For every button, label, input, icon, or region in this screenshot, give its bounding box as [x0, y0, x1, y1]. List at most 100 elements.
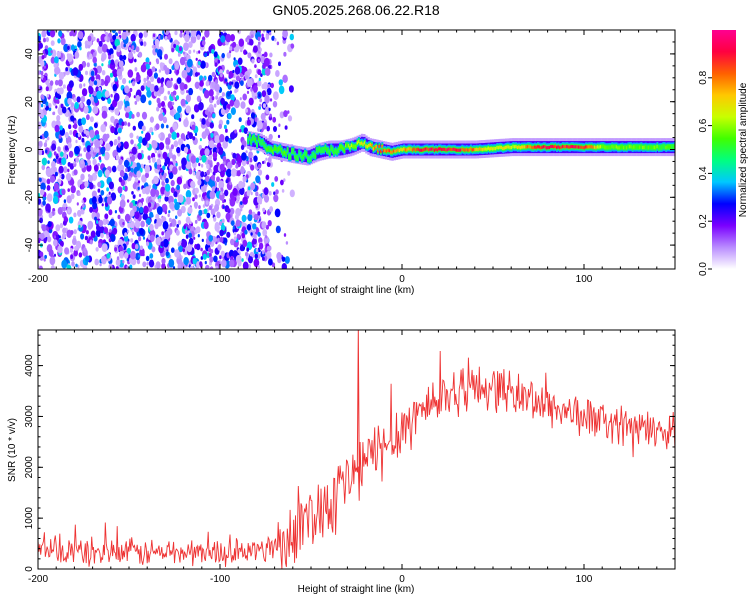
noise-blob — [111, 165, 117, 173]
noise-blob — [119, 218, 126, 228]
noise-blob — [261, 250, 265, 255]
spectrogram-ytick-label: -20 — [24, 190, 35, 205]
noise-blob — [156, 49, 163, 58]
noise-blob — [226, 168, 232, 178]
noise-blob — [198, 101, 204, 111]
noise-blob — [174, 30, 178, 36]
noise-blob — [209, 180, 216, 189]
noise-blob — [149, 234, 155, 242]
noise-blob — [258, 41, 261, 45]
signal-core — [372, 147, 375, 151]
noise-blob — [108, 55, 111, 60]
noise-blob — [229, 207, 235, 215]
noise-blob — [175, 45, 180, 52]
noise-blob — [112, 99, 118, 108]
noise-blob — [164, 210, 167, 215]
noise-blob — [257, 211, 261, 216]
noise-blob — [177, 209, 183, 217]
signal-core — [307, 157, 309, 161]
noise-blob — [154, 178, 158, 184]
noise-blob — [85, 261, 88, 266]
signal-core — [293, 153, 296, 157]
noise-blob — [180, 98, 186, 107]
noise-blob — [240, 208, 243, 212]
noise-blob — [137, 180, 141, 184]
noise-blob — [126, 199, 130, 203]
noise-blob — [38, 70, 41, 75]
signal-core — [671, 145, 673, 149]
noise-blob — [47, 78, 50, 82]
signal-core — [490, 146, 493, 151]
noise-blob — [233, 236, 237, 241]
noise-blob — [38, 177, 42, 182]
signal-core — [299, 153, 302, 157]
signal-core — [429, 147, 432, 151]
noise-blob — [202, 204, 206, 208]
noise-blob — [39, 232, 45, 241]
signal-core — [426, 147, 429, 151]
noise-blob — [210, 132, 214, 138]
signal-core — [639, 145, 641, 149]
noise-blob — [283, 51, 287, 57]
noise-blob — [186, 75, 192, 83]
signal-core — [644, 145, 647, 149]
noise-blob — [148, 159, 151, 164]
signal-core — [474, 148, 477, 152]
signal-core — [525, 145, 528, 149]
noise-blob — [251, 154, 254, 159]
noise-blob — [104, 36, 108, 41]
noise-blob — [220, 250, 225, 257]
noise-blob — [228, 70, 234, 79]
noise-blob — [176, 176, 183, 185]
signal-core — [257, 136, 260, 140]
noise-blob — [201, 40, 206, 46]
signal-core — [420, 148, 423, 152]
noise-blob — [208, 205, 213, 211]
noise-blob — [137, 186, 140, 190]
noise-blob — [185, 196, 192, 205]
noise-blob — [219, 236, 224, 243]
noise-blob — [162, 238, 169, 248]
noise-blob — [92, 56, 97, 64]
noise-blob — [262, 30, 266, 33]
noise-blob — [66, 91, 73, 101]
noise-blob — [204, 148, 210, 156]
noise-blob — [65, 67, 69, 72]
signal-core — [366, 145, 369, 149]
noise-blob — [225, 33, 232, 43]
signal-core — [468, 148, 471, 152]
noise-blob — [160, 241, 165, 247]
noise-blob — [187, 206, 193, 214]
noise-blob — [98, 157, 102, 161]
signal-core — [620, 145, 622, 149]
signal-core — [282, 152, 285, 156]
noise-blob — [183, 42, 189, 51]
signal-core — [465, 148, 468, 152]
colorbar-tick-label: 0.0 — [698, 262, 709, 276]
signal-core — [515, 145, 518, 149]
noise-blob — [230, 94, 235, 102]
noise-blob — [136, 72, 140, 77]
noise-blob — [119, 54, 124, 61]
signal-core — [611, 145, 614, 149]
noise-blob — [106, 234, 110, 239]
noise-blob — [41, 95, 45, 100]
noise-blob — [201, 131, 207, 140]
noise-blob — [133, 50, 136, 54]
noise-blob — [165, 177, 169, 184]
noise-blob — [127, 122, 131, 127]
noise-blob — [174, 84, 179, 90]
noise-blob — [239, 186, 245, 196]
snr-ylabel: SNR (10 * v/v) — [7, 418, 18, 482]
noise-blob — [43, 37, 46, 43]
noise-blob — [256, 195, 263, 204]
noise-blob — [146, 80, 152, 88]
noise-blob — [145, 63, 150, 70]
signal-core — [336, 150, 339, 154]
noise-blob — [284, 256, 290, 264]
signal-core — [363, 141, 366, 145]
noise-blob — [150, 75, 155, 83]
noise-blob — [242, 175, 247, 183]
noise-blob — [93, 52, 96, 57]
noise-blob — [78, 252, 83, 258]
